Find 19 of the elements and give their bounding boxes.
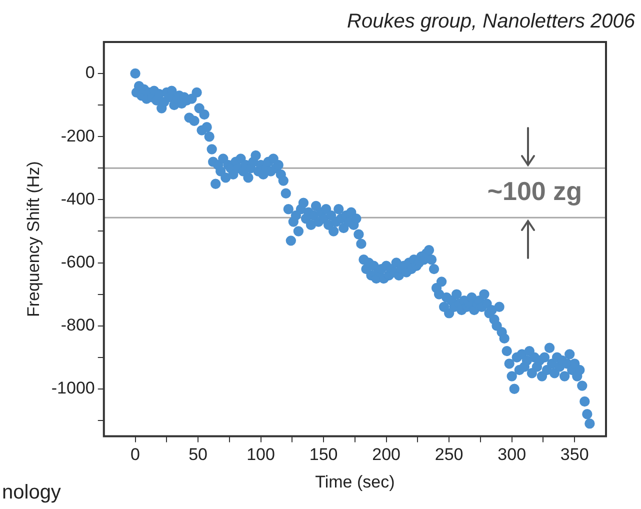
x-tick-label: 250 xyxy=(434,445,464,464)
x-tick-label: 200 xyxy=(372,445,401,464)
x-tick-label: 150 xyxy=(309,445,338,464)
y-tick-label: -200 xyxy=(60,126,95,146)
y-tick-label: -600 xyxy=(60,252,95,272)
annotation: ~100 zg xyxy=(487,176,582,206)
y-tick-label: -400 xyxy=(60,189,95,208)
x-tick-label: 350 xyxy=(560,445,589,464)
y-tick-label: 0 xyxy=(85,63,95,82)
x-axis-title: Time (sec) xyxy=(315,472,395,492)
x-tick-label: 300 xyxy=(498,445,526,464)
y-tick-label: -800 xyxy=(60,316,95,335)
y-tick-label: -1000 xyxy=(51,378,95,398)
x-tick-label: 100 xyxy=(246,445,275,464)
y-axis-title: Frequency Shift (Hz) xyxy=(24,161,43,318)
text: Roukes group, Nanoletters 2006 xyxy=(347,10,636,33)
x-tick-label: 0 xyxy=(130,445,140,464)
text: nology xyxy=(2,482,61,504)
x-tick-label: 50 xyxy=(188,445,208,464)
